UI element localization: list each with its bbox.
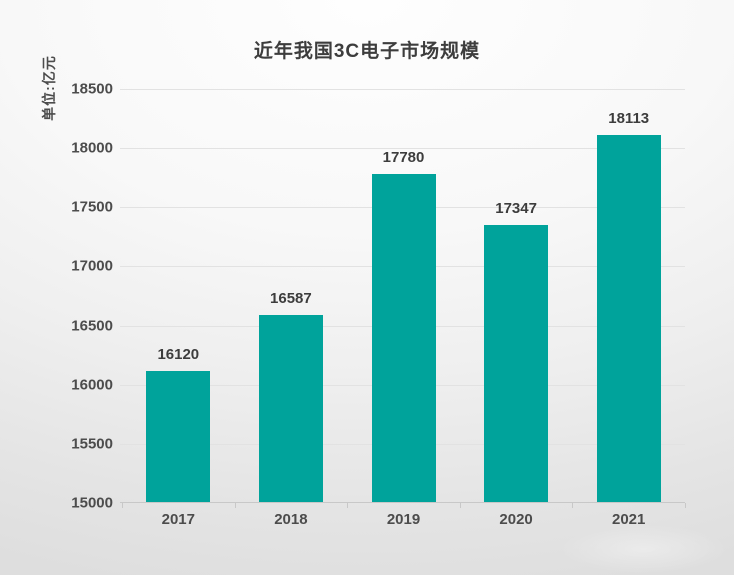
- bar-2021: [596, 134, 661, 503]
- y-tick-label-18000: 18000: [71, 139, 113, 157]
- gridline-18500: [120, 89, 685, 90]
- bar-value-label-2018: 16587: [270, 290, 312, 308]
- y-tick-label-18500: 18500: [71, 80, 113, 98]
- bar-2018: [258, 315, 323, 503]
- x-axis-tick: [459, 503, 461, 508]
- bar-2019: [371, 174, 436, 503]
- x-tick-label-2018: 2018: [274, 511, 308, 528]
- bar-value-label-2021: 18113: [608, 109, 650, 127]
- x-tick-label-2021: 2021: [612, 511, 646, 528]
- y-tick-label-15500: 15500: [71, 435, 113, 453]
- x-axis-tick: [572, 503, 574, 508]
- bar-2020: [484, 225, 549, 503]
- x-tick-label-2020: 2020: [499, 511, 533, 528]
- y-tick-label-17500: 17500: [71, 198, 113, 216]
- bar-value-label-2017: 16120: [157, 345, 200, 363]
- plot-area: 15000 15500 16000 16500 17000 17500 18000 18500…: [71, 81, 686, 528]
- bar-value-label-2019: 17780: [382, 149, 425, 167]
- x-tick-label-2017: 2017: [161, 511, 195, 528]
- x-tick-label-2019: 2019: [386, 511, 421, 528]
- chart-title: 近年我国3C电子市场规模: [253, 41, 481, 62]
- bar-value-label-2020: 17347: [495, 200, 537, 218]
- watermark: [561, 525, 726, 573]
- x-axis-tick: [347, 503, 349, 508]
- gridline-18000: [120, 148, 685, 150]
- y-tick-label-16500: 16500: [71, 317, 113, 335]
- x-axis-tick: [234, 503, 236, 508]
- x-axis-tick: [685, 503, 686, 508]
- y-tick-label-16000: 16000: [71, 376, 113, 394]
- y-tick-label-15000: 15000: [71, 494, 113, 512]
- x-axis-line: [120, 502, 685, 503]
- y-tick-label-17000: 17000: [71, 257, 113, 275]
- bar-2017: [146, 370, 211, 503]
- x-axis-tick: [122, 503, 123, 508]
